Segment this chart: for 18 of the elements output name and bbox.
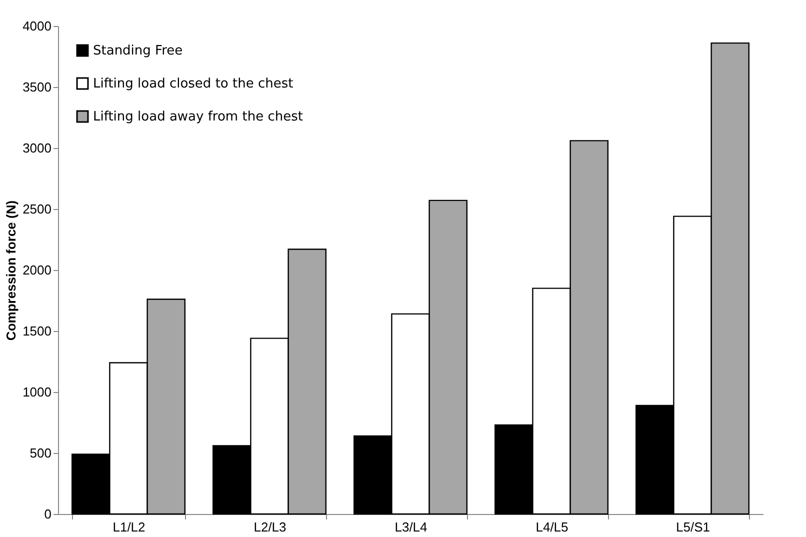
y-tick-label: 1000	[22, 384, 52, 400]
legend-label: Standing Free	[93, 44, 183, 58]
y-tick-label: 2500	[22, 202, 52, 216]
y-tick-label: 1500	[22, 324, 52, 338]
x-tick-label: L4/L5	[536, 520, 568, 534]
y-tick-label: 3000	[22, 140, 52, 156]
x-tick-label: L5/S1	[676, 520, 710, 534]
x-tick-label: L1/L2	[112, 520, 146, 534]
y-tick-label: 4000	[22, 18, 52, 34]
legend-label: Lifting load closed to the chest	[93, 76, 294, 92]
y-tick-label: 0	[44, 506, 52, 522]
x-tick-label: L2/L3	[254, 520, 286, 534]
y-axis-title: Compression force (N)	[4, 200, 19, 341]
x-tick-label: L3/L4	[394, 520, 428, 534]
y-tick-label: 3500	[22, 80, 52, 94]
y-tick-label: 2000	[22, 262, 52, 278]
legend-label: Lifting load away from the chest	[93, 110, 303, 124]
y-tick-label: 500	[30, 446, 52, 460]
